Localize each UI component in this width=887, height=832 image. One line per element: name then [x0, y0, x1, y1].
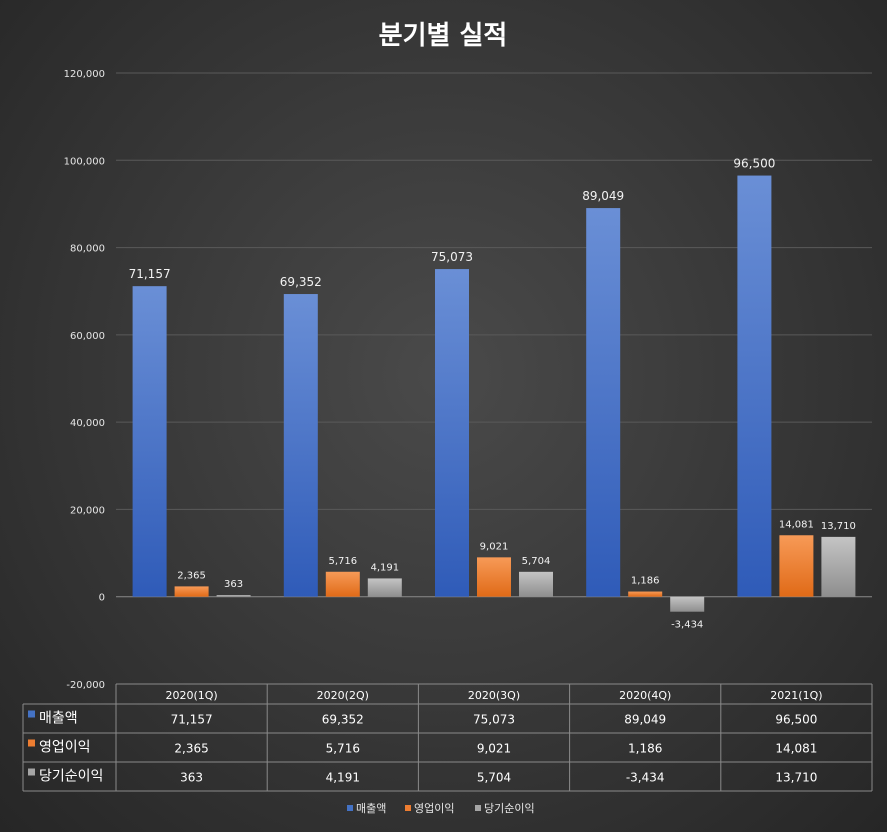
- bar-operating-profit: [628, 591, 663, 597]
- table-cell: 13,710: [775, 771, 817, 785]
- table-series-name: 영업이익: [39, 740, 91, 756]
- bar-operating-profit: [325, 571, 360, 597]
- table-cell: 2,365: [174, 742, 208, 756]
- table-cell: 4,191: [326, 771, 360, 785]
- bar-operating-profit: [174, 586, 209, 597]
- y-tick-label: 40,000: [70, 418, 105, 429]
- table-cell: -3,434: [626, 771, 665, 785]
- legend: 매출액 영업이익 당기순이익: [347, 802, 535, 815]
- category-label: 2020(4Q): [619, 689, 671, 702]
- table-cell: 75,073: [473, 713, 515, 727]
- data-table: 2020(1Q) 2020(2Q) 2020(3Q) 2020(4Q) 2021(1Q)…: [22, 683, 873, 792]
- bar-net-income: [670, 596, 705, 612]
- data-label: 89,049: [582, 189, 624, 203]
- data-label: 5,716: [328, 556, 357, 567]
- y-axis-tick-labels: 120,000 100,000 80,000 60,000 40,000 20,000 0 -…: [64, 69, 105, 691]
- category-label: 2020(3Q): [468, 689, 520, 702]
- data-label: 69,352: [280, 275, 322, 289]
- category-label: 2021(1Q): [770, 689, 822, 702]
- y-tick-label: 80,000: [70, 244, 105, 255]
- data-label: 96,500: [733, 157, 775, 171]
- bar-sales: [132, 286, 167, 597]
- data-label: 363: [224, 579, 243, 590]
- bar-net-income: [367, 578, 402, 597]
- table-cell: 96,500: [775, 713, 817, 727]
- category-label: 2020(2Q): [317, 689, 369, 702]
- legend-key: [405, 805, 411, 811]
- table-cell: 5,716: [326, 742, 360, 756]
- chart-title: 분기별 실적: [379, 21, 508, 51]
- table-cell: 1,186: [628, 742, 662, 756]
- bar-operating-profit: [779, 535, 814, 597]
- table-cell: 89,049: [624, 713, 666, 727]
- category-label: 2020(1Q): [165, 689, 217, 702]
- legend-entry: 당기순이익: [484, 802, 535, 815]
- bar-sales: [586, 208, 621, 597]
- table-series-key: [28, 739, 35, 747]
- bar-operating-profit: [477, 557, 511, 597]
- bar-sales: [737, 175, 772, 597]
- data-label: 1,186: [631, 576, 660, 587]
- data-label: 75,073: [431, 250, 473, 264]
- data-label: 5,704: [522, 556, 551, 567]
- legend-entry: 영업이익: [414, 802, 454, 815]
- table-cell: 69,352: [322, 713, 364, 727]
- data-label: -3,434: [671, 620, 703, 631]
- y-tick-label: -20,000: [66, 680, 105, 691]
- data-label: 13,710: [821, 521, 856, 532]
- table-series-name: 매출액: [39, 711, 78, 727]
- data-label: 9,021: [480, 541, 509, 552]
- bar-net-income: [216, 595, 251, 597]
- legend-key: [475, 805, 481, 811]
- y-tick-label: 120,000: [64, 69, 105, 80]
- bar-sales: [435, 269, 469, 597]
- table-series-name: 당기순이익: [39, 769, 103, 785]
- y-tick-label: 0: [99, 593, 105, 604]
- data-label: 14,081: [779, 519, 814, 530]
- table-series-key: [28, 768, 35, 776]
- y-tick-label: 20,000: [70, 505, 105, 516]
- legend-key: [347, 805, 353, 811]
- table-series-key: [28, 710, 35, 718]
- y-tick-label: 100,000: [64, 156, 105, 167]
- legend-entry: 매출액: [356, 802, 386, 815]
- data-labels: 71,157 69,352 75,073 89,049 96,500 2,365 5,716…: [129, 157, 856, 631]
- table-cell: 71,157: [171, 713, 213, 727]
- y-tick-label: 60,000: [70, 331, 105, 342]
- table-cell: 9,021: [477, 742, 511, 756]
- data-label: 2,365: [177, 570, 206, 581]
- table-cell: 5,704: [477, 771, 511, 785]
- bar-net-income: [821, 536, 856, 597]
- bar-net-income: [519, 571, 553, 597]
- data-label: 71,157: [129, 267, 171, 281]
- table-cell: 363: [180, 771, 203, 785]
- table-cell: 14,081: [775, 742, 817, 756]
- bars: [132, 175, 856, 612]
- bar-sales: [283, 294, 318, 597]
- data-label: 4,191: [370, 562, 399, 573]
